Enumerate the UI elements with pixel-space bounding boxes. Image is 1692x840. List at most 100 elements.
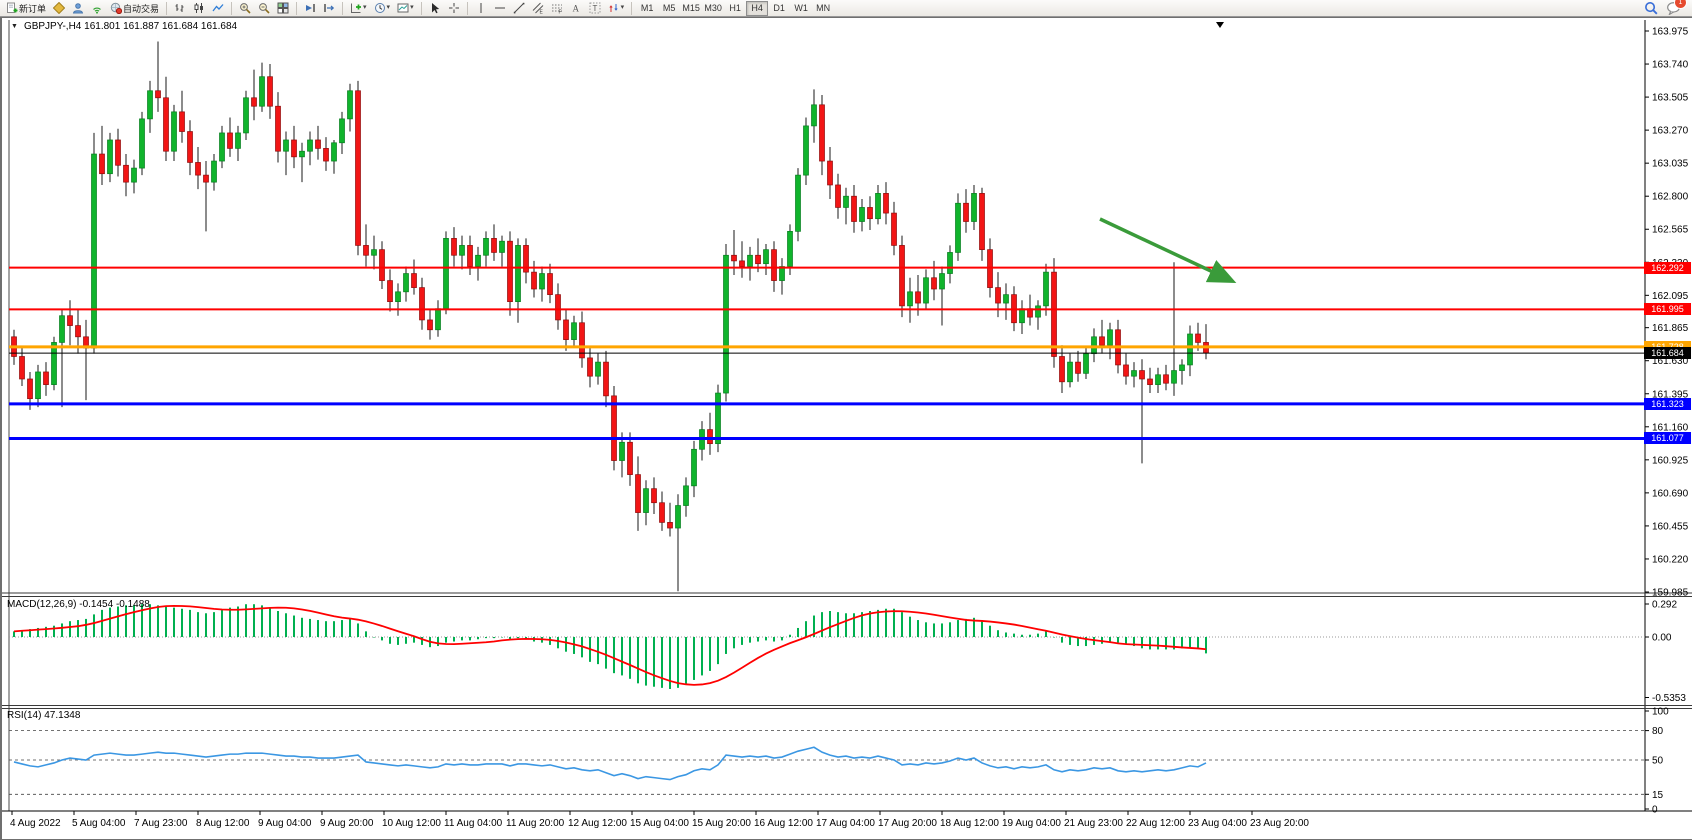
- indicators-icon: [350, 2, 362, 14]
- svg-text:50: 50: [1652, 756, 1664, 767]
- price-tag: 161.684: [1644, 347, 1691, 360]
- line-chart-button[interactable]: [209, 1, 227, 16]
- templates-button[interactable]: ▾: [394, 1, 417, 16]
- crosshair-button[interactable]: [445, 1, 463, 16]
- chevron-down-icon[interactable]: ▼: [11, 23, 18, 30]
- svg-text:15: 15: [1652, 790, 1664, 801]
- trend-arrow[interactable]: [1099, 217, 1237, 283]
- svg-text:17 Aug 20:00: 17 Aug 20:00: [878, 818, 937, 829]
- chart-title: GBPJPY-,H4 161.801 161.887 161.684 161.6…: [23, 21, 238, 32]
- chat-button[interactable]: 1: [1666, 0, 1687, 15]
- notification-badge: 1: [1674, 0, 1687, 9]
- trendline-icon: [513, 2, 525, 14]
- svg-text:100: 100: [1652, 707, 1669, 718]
- channel-icon: E: [532, 2, 544, 14]
- bar-chart-button[interactable]: [171, 1, 189, 16]
- svg-text:0.00: 0.00: [1652, 633, 1672, 644]
- periods-button[interactable]: ▾: [371, 1, 394, 16]
- chart-shift-button[interactable]: [320, 1, 338, 16]
- community-button[interactable]: [69, 1, 87, 16]
- chevron-down-icon: ▾: [363, 4, 367, 11]
- shift-marker-icon[interactable]: [1216, 22, 1224, 28]
- new-order-button[interactable]: 新订单: [3, 1, 49, 16]
- auto-scroll-icon: [304, 2, 316, 14]
- svg-text:162.565: 162.565: [1652, 225, 1689, 236]
- svg-text:80: 80: [1652, 726, 1664, 737]
- chart-window[interactable]: ▼ GBPJPY-,H4 161.801 161.887 161.684 161…: [0, 17, 1692, 840]
- svg-text:5 Aug 04:00: 5 Aug 04:00: [72, 818, 126, 829]
- rsi-pane: 100 80 50 15 0: [9, 707, 1669, 816]
- search-icon[interactable]: [1644, 1, 1658, 15]
- svg-text:10 Aug 12:00: 10 Aug 12:00: [382, 818, 441, 829]
- svg-text:11 Aug 20:00: 11 Aug 20:00: [506, 818, 565, 829]
- horizontal-line-icon: [494, 2, 506, 14]
- tab-timeframe-m30[interactable]: M30: [704, 3, 722, 13]
- equidistant-channel-button[interactable]: E: [529, 1, 547, 16]
- text-icon: A: [570, 2, 582, 14]
- tab-timeframe-m15[interactable]: M15: [682, 3, 700, 13]
- tab-timeframe-h1[interactable]: H1: [729, 3, 741, 13]
- price-tag: 161.323: [1644, 397, 1691, 410]
- time-axis[interactable]: 4 Aug 2022 5 Aug 04:00 7 Aug 23:00 8 Aug 12…: [10, 811, 1309, 829]
- svg-text:T: T: [592, 4, 597, 13]
- svg-text:12 Aug 12:00: 12 Aug 12:00: [568, 818, 627, 829]
- main-toolbar: 新订单 自动交易 ▾ ▾ ▾ E F A T ▾ M1 M5 M15 M30 H1 H4 D…: [0, 0, 1692, 17]
- candlestick-chart-button[interactable]: [190, 1, 208, 16]
- chart-shift-icon: [323, 2, 335, 14]
- macd-pane: 0.292 0.00 -0.5353: [9, 600, 1686, 704]
- svg-text:19 Aug 04:00: 19 Aug 04:00: [1002, 818, 1061, 829]
- metaeditor-icon: [53, 2, 66, 14]
- horizontal-lines[interactable]: [9, 266, 1645, 440]
- toolbar-separator: [296, 1, 298, 15]
- chart-title-bar: ▼ GBPJPY-,H4 161.801 161.887 161.684 161…: [11, 21, 237, 32]
- text-button[interactable]: A: [567, 1, 585, 16]
- svg-text:162.800: 162.800: [1652, 192, 1689, 203]
- tab-timeframe-h4[interactable]: H4: [746, 0, 769, 16]
- svg-text:21 Aug 23:00: 21 Aug 23:00: [1064, 818, 1123, 829]
- svg-text:E: E: [539, 10, 543, 15]
- svg-text:160.925: 160.925: [1652, 455, 1689, 466]
- arrows-icon: [608, 2, 620, 14]
- signals-button[interactable]: [88, 1, 106, 16]
- tab-timeframe-w1[interactable]: W1: [794, 3, 808, 13]
- fibonacci-icon: F: [551, 2, 563, 14]
- cursor-button[interactable]: [426, 1, 444, 16]
- chevron-down-icon: ▾: [386, 4, 391, 11]
- svg-text:8 Aug 12:00: 8 Aug 12:00: [196, 818, 250, 829]
- timeframe-group: M1 M5 M15 M30 H1 H4 D1 W1 MN: [636, 0, 834, 16]
- horizontal-line-button[interactable]: [491, 1, 509, 16]
- auto-scroll-button[interactable]: [301, 1, 319, 16]
- indicators-button[interactable]: ▾: [347, 1, 370, 16]
- line-chart-icon: [212, 2, 224, 14]
- vertical-line-button[interactable]: [472, 1, 490, 16]
- tab-timeframe-mn[interactable]: MN: [816, 3, 831, 13]
- metaeditor-button[interactable]: [50, 1, 68, 16]
- candlestick-series: [11, 41, 1209, 592]
- toolbar-separator: [631, 1, 633, 15]
- crosshair-icon: [448, 2, 460, 14]
- svg-text:18 Aug 12:00: 18 Aug 12:00: [940, 818, 999, 829]
- tab-timeframe-d1[interactable]: D1: [773, 3, 785, 13]
- new-order-icon: [6, 2, 18, 14]
- toolbar-right: 1: [1644, 0, 1689, 15]
- svg-text:7 Aug 23:00: 7 Aug 23:00: [134, 818, 188, 829]
- svg-text:163.035: 163.035: [1652, 159, 1689, 170]
- zoom-out-button[interactable]: [255, 1, 273, 16]
- svg-text:161.865: 161.865: [1652, 323, 1689, 334]
- tile-windows-button[interactable]: [274, 1, 292, 16]
- svg-text:23 Aug 20:00: 23 Aug 20:00: [1250, 818, 1309, 829]
- trendline-button[interactable]: [510, 1, 528, 16]
- svg-text:163.270: 163.270: [1652, 126, 1689, 137]
- tab-timeframe-m1[interactable]: M1: [640, 3, 654, 13]
- tab-timeframe-m5[interactable]: M5: [662, 3, 676, 13]
- svg-text:159.985: 159.985: [1652, 588, 1689, 599]
- text-label-button[interactable]: T: [586, 1, 604, 16]
- zoom-in-button[interactable]: [236, 1, 254, 16]
- chart-canvas[interactable]: 163.975 163.740 163.505 163.270 163.035 162.8…: [2, 18, 1692, 839]
- toolbar-separator: [231, 1, 233, 15]
- toolbar-separator: [466, 1, 468, 15]
- svg-text:162.095: 162.095: [1652, 291, 1689, 302]
- fibonacci-button[interactable]: F: [548, 1, 566, 16]
- arrows-button[interactable]: ▾: [605, 1, 628, 16]
- autotrading-button[interactable]: 自动交易: [107, 1, 162, 16]
